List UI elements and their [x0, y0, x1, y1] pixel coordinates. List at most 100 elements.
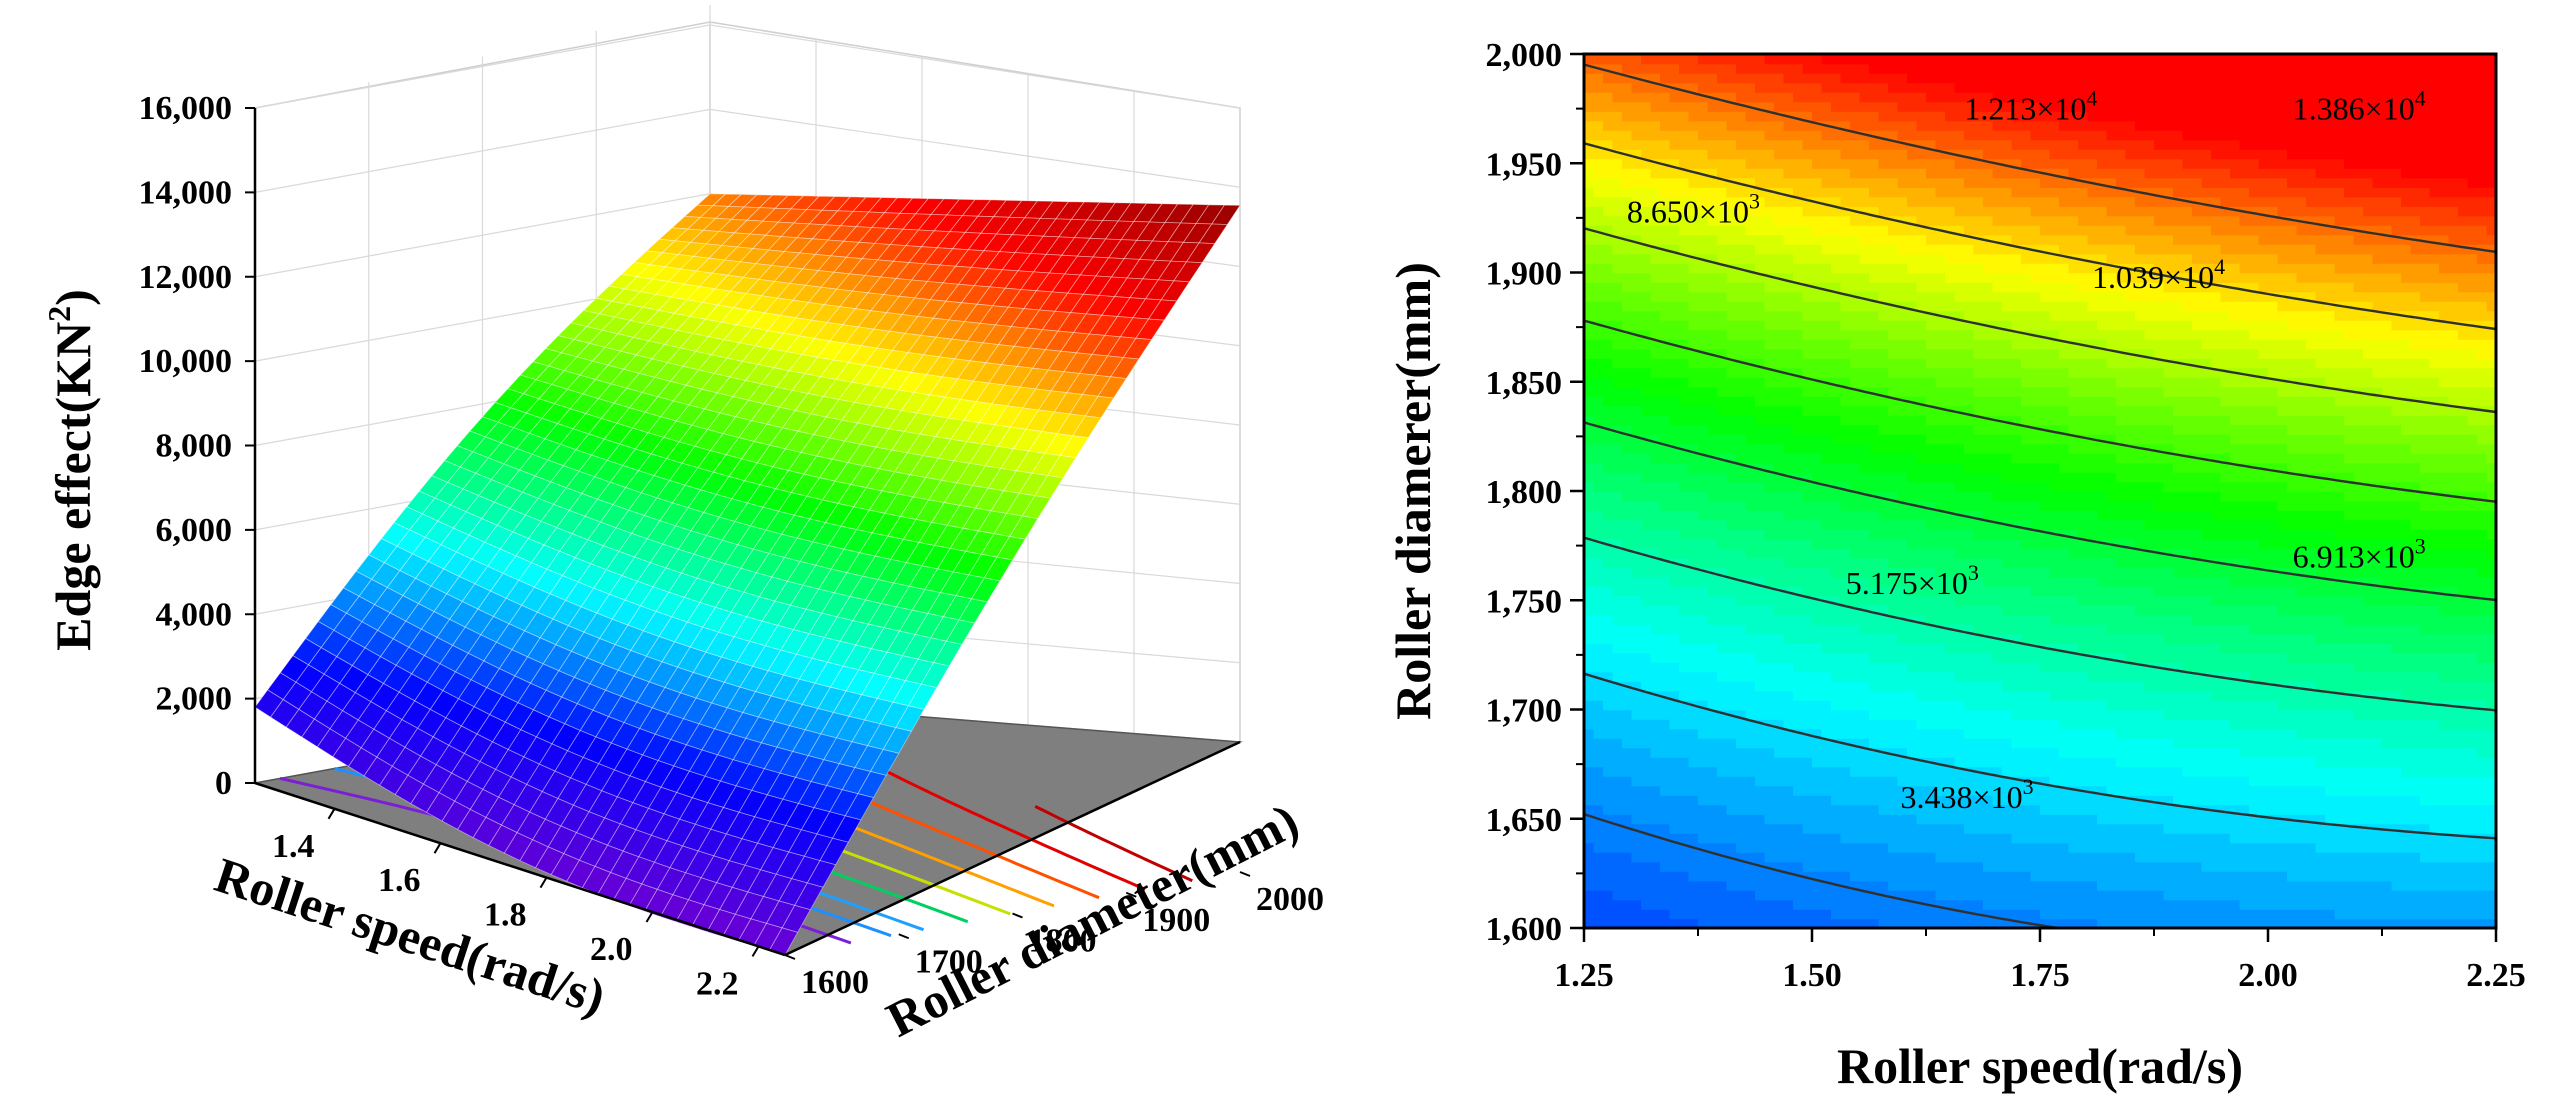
contour-cell: [1650, 918, 1661, 928]
contour-cell: [1603, 766, 1614, 777]
contour-cell: [1907, 652, 1918, 663]
contour-cell: [1831, 443, 1842, 454]
contour-cell: [1888, 880, 1899, 891]
contour-cell: [1584, 386, 1595, 397]
contour-cell: [1622, 890, 1633, 901]
contour-cell: [1897, 557, 1908, 568]
contour-cell: [1660, 567, 1671, 578]
contour-cell: [1831, 462, 1842, 473]
contour-cell: [1926, 253, 1937, 264]
contour-cell: [1916, 757, 1927, 768]
contour-cell: [1717, 519, 1728, 530]
contour-cell: [1584, 852, 1595, 863]
contour-cell: [1679, 842, 1690, 853]
contour-cell: [1688, 348, 1699, 359]
contour-cell: [1888, 842, 1899, 853]
contour-cell: [1897, 462, 1908, 473]
contour-cell: [1793, 557, 1804, 568]
contour-cell: [1840, 263, 1851, 274]
contour-cell: [1859, 643, 1870, 654]
contour-cell: [1945, 158, 1956, 169]
contour-cell: [1916, 215, 1927, 226]
contour-cell: [1916, 73, 1927, 84]
contour-cell: [1650, 348, 1661, 359]
contour-cell: [1612, 633, 1623, 644]
contour-cell: [1802, 92, 1813, 103]
contour-cell: [1802, 225, 1813, 236]
contour-cell: [1926, 101, 1937, 112]
contour-cell: [1612, 63, 1623, 74]
contour-cell: [1688, 918, 1699, 928]
contour-cell: [1926, 358, 1937, 369]
contour-cell: [1631, 633, 1642, 644]
contour-cell: [1859, 510, 1870, 521]
contour-cell: [1612, 899, 1623, 910]
contour-cell: [1660, 852, 1671, 863]
contour-cell: [1584, 728, 1595, 739]
contour-cell: [1679, 871, 1690, 882]
contour-cell: [1736, 871, 1747, 882]
contour-cell: [1907, 282, 1918, 293]
contour-cell: [1764, 586, 1775, 597]
contour-cell: [1745, 605, 1756, 616]
contour-cell: [1945, 709, 1956, 720]
contour-cell: [1907, 728, 1918, 739]
contour-cell: [1736, 481, 1747, 492]
contour-cell: [1897, 168, 1908, 179]
contour-cell: [1840, 586, 1851, 597]
contour-cell: [1878, 348, 1889, 359]
contour-cell: [1831, 244, 1842, 255]
contour-cell: [1717, 795, 1728, 806]
contour-cell: [1831, 795, 1842, 806]
contour-cell: [1945, 377, 1956, 388]
contour-cell: [1793, 757, 1804, 768]
contour-cell: [1897, 215, 1908, 226]
contour-cell: [1859, 225, 1870, 236]
contour-cell: [1631, 339, 1642, 350]
contour-cell: [1717, 472, 1728, 483]
contour-cell: [1859, 367, 1870, 378]
contour-cell: [1812, 567, 1823, 578]
contour-cell: [1793, 852, 1804, 863]
contour-cell: [1688, 795, 1699, 806]
contour-cell: [1935, 101, 1946, 112]
contour-cell: [1821, 63, 1832, 74]
contour-cell: [1878, 139, 1889, 150]
contour-cell: [1812, 899, 1823, 910]
contour-cell: [1650, 519, 1661, 530]
contour-cell: [1897, 538, 1908, 549]
contour-cell: [1612, 738, 1623, 749]
contour-cell: [1698, 320, 1709, 331]
contour-cell: [1850, 101, 1861, 112]
contour-cell: [1622, 291, 1633, 302]
contour-cell: [1926, 82, 1937, 93]
contour-cell: [1660, 700, 1671, 711]
contour-cell: [1717, 206, 1728, 217]
contour-cell: [1850, 880, 1861, 891]
contour-cell: [1888, 63, 1899, 74]
contour-cell: [1755, 538, 1766, 549]
contour-cell: [1926, 263, 1937, 274]
contour-cell: [1945, 424, 1956, 435]
contour-cell: [1954, 63, 1965, 74]
contour-cell: [1802, 434, 1813, 445]
contour-cell: [1926, 196, 1937, 207]
contour-cell: [1688, 405, 1699, 416]
contour-cell: [1660, 500, 1671, 511]
contour-cell: [1821, 766, 1832, 777]
contour-cell: [1679, 405, 1690, 416]
contour-cell: [1945, 605, 1956, 616]
contour-cell: [1783, 187, 1794, 198]
contour-cell: [1650, 396, 1661, 407]
contour-cell: [1612, 443, 1623, 454]
contour-cell: [1584, 776, 1595, 787]
contour-cell: [1755, 766, 1766, 777]
contour-cell: [1869, 358, 1880, 369]
contour-cell: [1897, 690, 1908, 701]
tick-labels-3d: 02,0004,0006,0008,00010,00012,00014,0001…: [139, 90, 1325, 1002]
contour-cell: [1631, 234, 1642, 245]
contour-cell: [1897, 73, 1908, 84]
contour-cell: [1878, 424, 1889, 435]
contour-cell: [1698, 225, 1709, 236]
contour-cell: [1897, 681, 1908, 692]
